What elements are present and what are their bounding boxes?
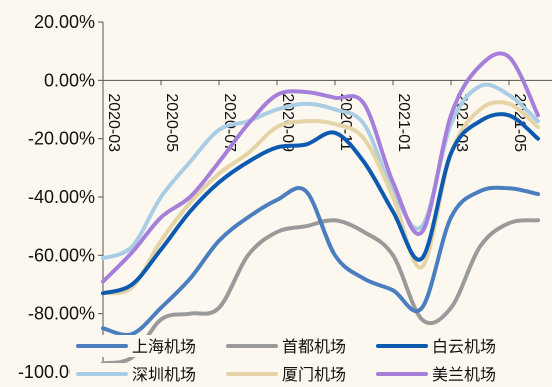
series-line-4 xyxy=(101,100,540,296)
x-tick-label: 2020-11 xyxy=(337,93,354,151)
legend-label: 上海机场 xyxy=(132,337,196,356)
legend-bg xyxy=(70,363,200,385)
series-line-3 xyxy=(101,82,540,261)
legend-label: 首都机场 xyxy=(282,337,346,356)
legend-bg xyxy=(70,335,200,357)
legend-bg xyxy=(370,363,500,385)
x-tick-label: 2021-01 xyxy=(395,93,412,152)
x-tick-label: 2020-03 xyxy=(105,93,122,152)
series-line-1 xyxy=(101,218,540,366)
y-tick-label: 20.00% xyxy=(34,12,95,32)
legend-label: 美兰机场 xyxy=(432,365,496,384)
y-tick-label: -60.00% xyxy=(28,245,95,265)
legend-label: 深圳机场 xyxy=(132,365,196,384)
series-line-0 xyxy=(101,185,540,337)
legend-bg xyxy=(370,335,500,357)
series-line-5 xyxy=(101,51,540,284)
y-tick-label: -40.00% xyxy=(28,187,95,207)
y-tick-label: 0.00% xyxy=(44,70,95,90)
y-axis: 20.00%0.00%-20.00%-40.00%-60.00%-80.00%-… xyxy=(18,12,104,382)
x-tick-label: 2020-07 xyxy=(221,93,238,152)
legend-bg xyxy=(220,363,350,385)
legend-label: 白云机场 xyxy=(432,337,496,356)
series-group xyxy=(101,51,540,366)
y-tick-label: -20.00% xyxy=(28,129,95,149)
legend-bg xyxy=(220,335,350,357)
y-tick-label: -80.00% xyxy=(28,304,95,324)
series-line-2 xyxy=(101,112,540,296)
legend-label: 厦门机场 xyxy=(282,365,346,384)
x-tick-label: 2020-05 xyxy=(163,93,180,152)
